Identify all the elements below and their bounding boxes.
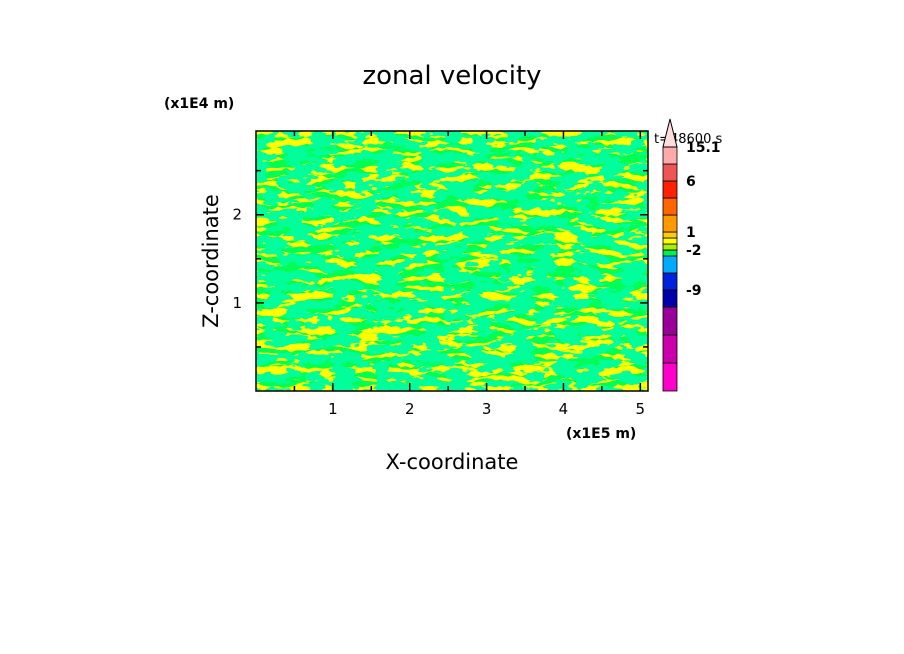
colorbar-label: -9 — [686, 283, 702, 299]
y-scale-label: (x1E4 m) — [164, 96, 234, 112]
x-tick-label: 1 — [328, 400, 338, 418]
colorbar-swatch — [662, 146, 678, 165]
colorbar-swatch — [662, 231, 678, 239]
colorbar-swatch — [662, 334, 678, 364]
colorbar-swatch — [662, 163, 678, 182]
colorbar-swatch — [662, 243, 678, 251]
velocity-field-texture — [256, 131, 648, 391]
x-scale-label: (x1E5 m) — [566, 426, 636, 442]
colorbar-swatch — [662, 289, 678, 308]
plot-frame — [255, 130, 649, 392]
colorbar-swatch — [662, 362, 678, 392]
colorbar-label: 6 — [686, 174, 696, 190]
colorbar-label: 1 — [686, 225, 696, 241]
x-tick-label: 5 — [636, 400, 646, 418]
colorbar-swatch — [662, 255, 678, 274]
colorbar-label: -2 — [686, 243, 702, 259]
plot-area — [256, 131, 648, 391]
colorbar: 15.1 6 1 -2 -9 — [662, 118, 721, 392]
x-axis-ticks: 1 2 3 4 5 — [293, 131, 646, 418]
y-tick-label: 2 — [232, 206, 242, 224]
colorbar-swatch — [662, 197, 678, 216]
colorbar-label: 15.1 — [686, 140, 721, 156]
colorbar-swatch — [662, 214, 678, 233]
x-axis-label: X-coordinate — [386, 450, 519, 474]
x-tick-label: 2 — [405, 400, 415, 418]
y-axis-ticks: 12 — [232, 169, 648, 348]
x-tick-label: 4 — [559, 400, 569, 418]
chart-title: zonal velocity — [362, 61, 541, 91]
y-tick-label: 1 — [232, 294, 242, 312]
x-tick-label: 3 — [482, 400, 492, 418]
y-axis-label: Z-coordinate — [199, 194, 223, 328]
colorbar-swatch — [662, 180, 678, 199]
colorbar-swatch — [662, 237, 678, 245]
colorbar-swatch — [662, 306, 678, 336]
colorbar-arrow — [662, 118, 678, 148]
colorbar-swatch — [662, 272, 678, 291]
colorbar-swatch — [662, 249, 678, 257]
